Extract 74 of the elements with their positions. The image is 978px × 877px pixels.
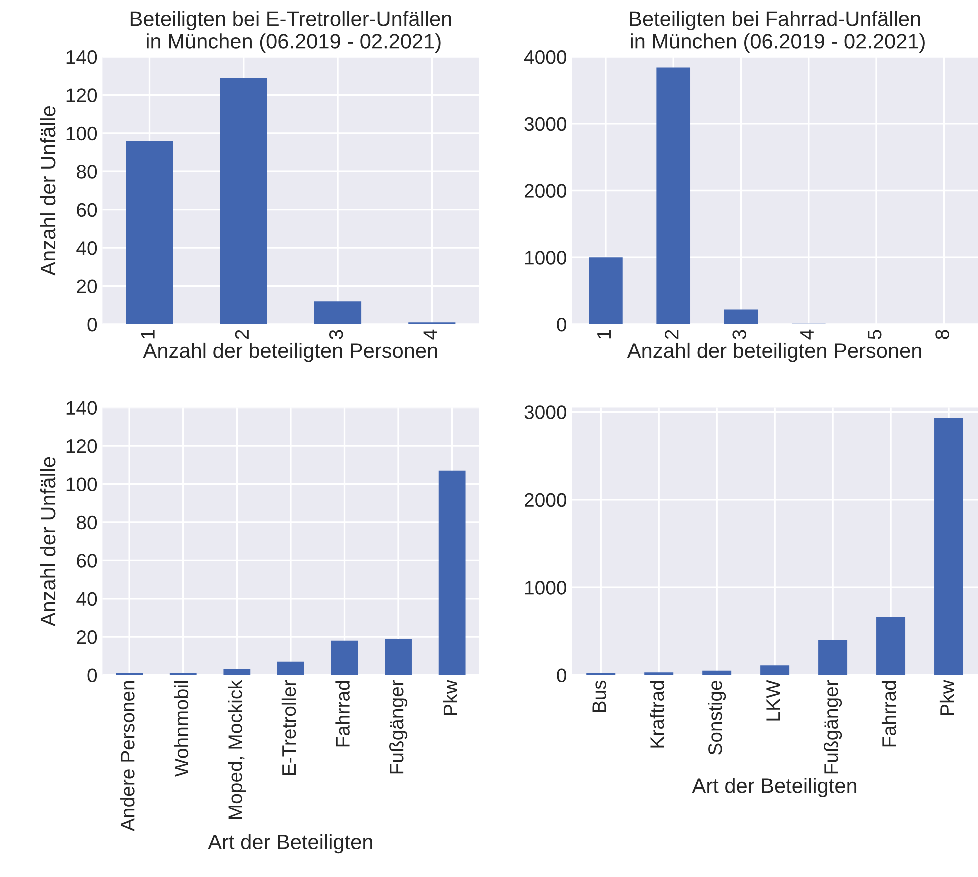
bar (934, 418, 964, 676)
x-tick-label: Moped, Mockick (228, 680, 246, 820)
y-tick-label: 3000 (524, 406, 567, 420)
y-axis-title: Anzahl der Unfälle (40, 457, 56, 627)
bar (702, 670, 732, 676)
y-tick-label: 100 (66, 126, 98, 141)
bar (724, 310, 758, 324)
y-tick-label: 140 (66, 401, 98, 416)
y-tick-label: 120 (66, 439, 98, 454)
y-tick-label: 40 (76, 242, 98, 256)
x-axis-title: Anzahl der beteiligten Personen (627, 342, 922, 362)
x-tick-label: 2 (235, 330, 249, 340)
y-tick-label: 100 (66, 478, 98, 492)
y-tick-label: 3000 (524, 117, 567, 132)
x-tick-label: 1 (598, 330, 611, 339)
bar (438, 470, 466, 676)
y-tick-label: 120 (66, 88, 98, 102)
bar (220, 78, 268, 324)
y-tick-label: 140 (66, 50, 98, 64)
y-tick-label: 2000 (524, 493, 567, 508)
x-tick-label: Fahrrad (882, 681, 896, 747)
y-tick-label: 80 (77, 516, 98, 530)
y-tick-label: 80 (77, 165, 98, 179)
x-tick-label: Fahrrad (336, 681, 350, 747)
y-tick-label: 0 (557, 668, 567, 683)
y-tick-label: 2000 (524, 184, 567, 198)
bar (224, 670, 251, 676)
y-tick-label: 40 (76, 592, 98, 606)
bar (314, 302, 362, 324)
chart-title: Beteiligten bei Fahrrad-Unfällen in München (06.2019 - 02.2021) (630, 11, 925, 53)
bar (126, 141, 174, 324)
x-tick-label: 2 (665, 330, 679, 340)
y-tick-label: 1000 (526, 581, 567, 595)
x-tick-label: 1 (141, 330, 155, 339)
y-tick-label: 60 (77, 554, 98, 568)
bar (331, 640, 358, 676)
x-tick-label: Pkw (940, 680, 954, 716)
x-tick-label: 4 (800, 330, 814, 340)
x-tick-label: Wohnmobil (174, 681, 189, 777)
x-tick-label: Sonstige (708, 681, 726, 755)
x-tick-label: Fußgänger (824, 680, 842, 774)
bar (760, 666, 790, 676)
x-tick-label: 3 (732, 330, 746, 340)
y-tick-label: 0 (88, 668, 98, 683)
y-tick-label: 0 (88, 318, 98, 332)
bar (876, 617, 906, 676)
x-tick-label: Andere Personen (120, 681, 135, 832)
bar (385, 638, 412, 676)
x-tick-label: 3 (329, 330, 344, 340)
bar (589, 258, 623, 324)
x-tick-label: Fußgänger (389, 680, 408, 774)
bar (656, 68, 691, 324)
x-axis-title: Art der Beteiligten (692, 778, 857, 798)
x-axis-title: Anzahl der beteiligten Personen (143, 342, 438, 362)
y-tick-label: 20 (77, 630, 98, 644)
x-tick-label: E-Tretroller (282, 680, 296, 776)
x-tick-label: Kraftrad (650, 681, 664, 748)
x-axis-title: Art der Beteiligten (208, 834, 372, 854)
x-tick-label: 5 (868, 330, 882, 340)
y-tick-label: 60 (77, 203, 98, 218)
x-tick-label: Pkw (443, 680, 458, 716)
y-tick-label: 1000 (526, 251, 567, 265)
y-tick-label: 20 (77, 280, 98, 294)
bar (278, 662, 304, 676)
x-tick-label: Bus (592, 680, 606, 712)
y-tick-label: 0 (557, 318, 567, 332)
x-tick-label: 8 (936, 330, 950, 340)
bar (818, 640, 848, 676)
y-tick-label: 4000 (524, 50, 567, 64)
x-tick-label: 4 (424, 330, 438, 340)
x-tick-label: LKW (766, 680, 780, 721)
y-axis-title: Anzahl der Unfälle (40, 106, 56, 276)
chart-title: Beteiligten bei E-Tretroller-Unfällen in München (06.2019 - 02.2021) (130, 11, 452, 53)
bar (644, 672, 674, 676)
